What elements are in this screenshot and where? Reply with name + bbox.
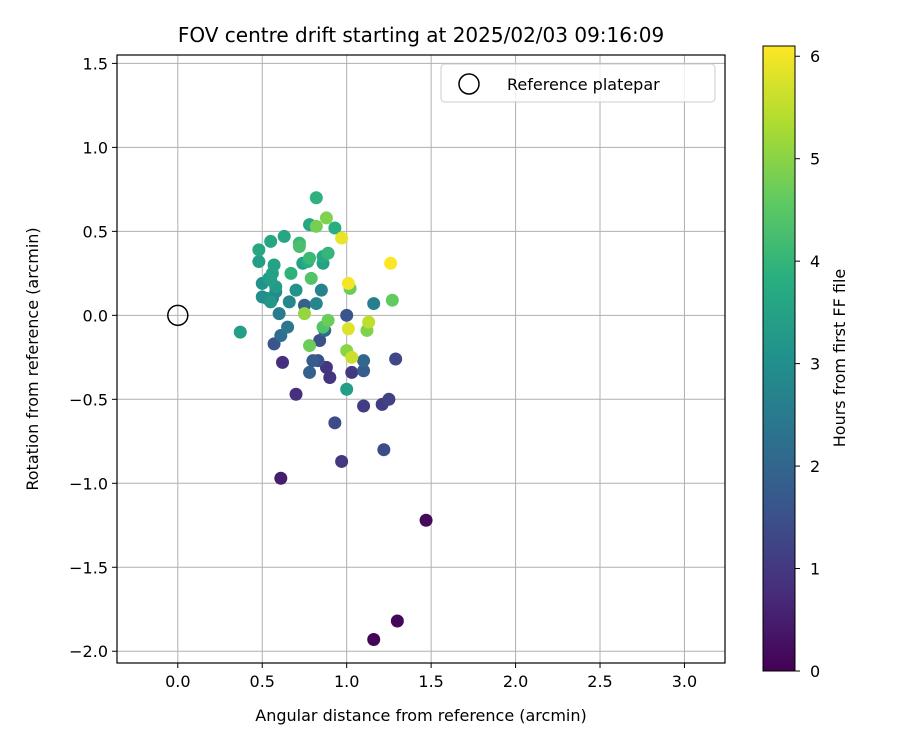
data-point — [340, 382, 354, 396]
data-point — [265, 266, 279, 280]
data-point — [367, 632, 381, 646]
reference-marker — [167, 304, 189, 327]
data-point — [303, 339, 317, 353]
data-point — [313, 334, 327, 348]
x-tick-label: 0.0 — [165, 672, 190, 691]
y-tick-label: 1.5 — [83, 54, 108, 73]
legend-box — [440, 63, 716, 103]
data-point — [282, 295, 296, 309]
legend-marker-icon — [458, 73, 480, 95]
colorbar-tick-label: 0 — [810, 662, 820, 681]
grid-lines — [117, 55, 725, 663]
data-point — [303, 251, 317, 265]
data-point — [274, 471, 288, 485]
data-point — [382, 392, 396, 406]
data-point — [309, 219, 323, 233]
plot-area: 0.0 0.5 1.0 1.5 2.0 2.5 3.0 1.5 1.0 0.5 0.0 −0.5 −1… — [69, 54, 726, 691]
data-point — [264, 295, 278, 309]
data-point — [297, 307, 311, 321]
data-points — [233, 191, 433, 646]
data-point — [321, 246, 335, 260]
x-tick-label: 2.5 — [587, 672, 612, 691]
data-point — [341, 322, 355, 336]
data-point — [321, 313, 335, 327]
x-tick-label: 0.5 — [250, 672, 275, 691]
y-tick-label: 0.5 — [83, 222, 108, 241]
data-point — [390, 614, 404, 628]
x-axis-label: Angular distance from reference (arcmin) — [255, 706, 586, 725]
data-point — [362, 315, 376, 329]
data-point — [389, 352, 403, 366]
y-tick-label: −1.0 — [69, 474, 108, 493]
data-point — [367, 297, 381, 311]
data-point — [328, 416, 342, 430]
data-point — [335, 454, 349, 468]
data-point — [328, 221, 342, 235]
data-point — [419, 513, 433, 527]
data-point — [335, 231, 349, 245]
colorbar-gradient — [762, 45, 796, 672]
x-tick-label: 1.5 — [418, 672, 443, 691]
legend: Reference platepar — [440, 63, 716, 103]
chart-title: FOV centre drift starting at 2025/02/03 … — [178, 23, 664, 47]
data-point — [284, 266, 298, 280]
data-point — [319, 211, 333, 225]
x-tick-label: 3.0 — [672, 672, 697, 691]
data-point — [306, 354, 320, 368]
legend-entry-reference: Reference platepar — [507, 75, 660, 94]
colorbar-tick-label: 2 — [810, 457, 820, 476]
colorbar-tick-label: 3 — [810, 355, 820, 374]
data-point — [340, 308, 354, 322]
x-axis-ticks: 0.0 0.5 1.0 1.5 2.0 2.5 3.0 — [165, 663, 697, 691]
x-tick-label: 2.0 — [503, 672, 528, 691]
colorbar-ticks: 0 1 2 3 4 5 6 — [795, 47, 820, 681]
data-point — [309, 191, 323, 205]
data-point — [277, 229, 291, 243]
colorbar: 0 1 2 3 4 5 6 Hours from first FF file — [762, 45, 849, 681]
colorbar-tick-label: 4 — [810, 252, 820, 271]
y-tick-label: −1.5 — [69, 558, 108, 577]
data-point — [304, 271, 318, 285]
y-tick-label: −2.0 — [69, 642, 108, 661]
data-point — [289, 283, 303, 297]
data-point — [292, 239, 306, 253]
data-point — [345, 350, 359, 364]
data-point — [303, 365, 317, 379]
x-tick-label: 1.0 — [334, 672, 359, 691]
data-point — [377, 443, 391, 457]
data-point — [252, 255, 266, 269]
data-point — [272, 307, 286, 321]
colorbar-label: Hours from first FF file — [830, 269, 849, 448]
plot-frame — [116, 54, 726, 664]
data-point — [233, 325, 247, 339]
y-axis-ticks: 1.5 1.0 0.5 0.0 −0.5 −1.0 −1.5 −2.0 — [69, 54, 117, 661]
data-point — [384, 256, 398, 270]
y-axis-label: Rotation from reference (arcmin) — [23, 227, 42, 490]
colorbar-tick-label: 6 — [810, 47, 820, 66]
data-point — [357, 354, 371, 368]
data-point — [289, 387, 303, 401]
colorbar-tick-label: 1 — [810, 560, 820, 579]
data-point — [309, 297, 323, 311]
data-point — [276, 355, 290, 369]
y-tick-label: 1.0 — [83, 138, 108, 157]
data-point — [385, 293, 399, 307]
y-tick-label: 0.0 — [83, 306, 108, 325]
data-point — [264, 234, 278, 248]
data-point — [345, 365, 359, 379]
data-point — [252, 243, 266, 257]
data-point — [341, 276, 355, 290]
data-point — [314, 283, 328, 297]
data-point — [357, 364, 371, 378]
colorbar-tick-label: 5 — [810, 150, 820, 169]
data-point — [357, 399, 371, 413]
y-tick-label: −0.5 — [69, 390, 108, 409]
data-point — [323, 370, 337, 384]
data-point — [281, 320, 295, 334]
